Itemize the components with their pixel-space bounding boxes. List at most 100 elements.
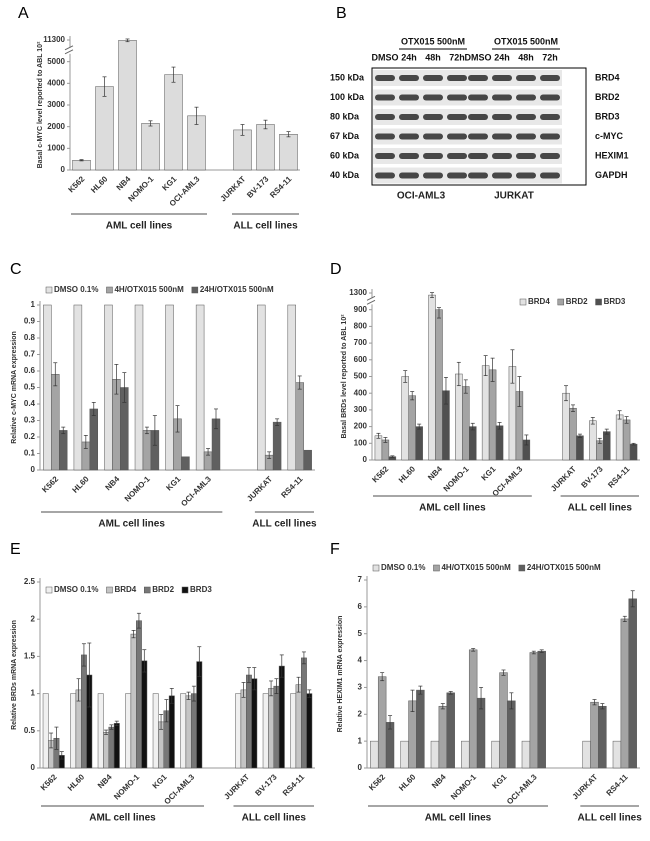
x-tick-label: KG1: [164, 474, 182, 492]
x-tick-label: K562: [367, 772, 387, 792]
error-bar: [624, 416, 629, 424]
error-bar: [296, 676, 301, 693]
x-tick-label: KG1: [490, 772, 508, 790]
bar: [59, 430, 68, 471]
y-tick-label: 1: [31, 689, 36, 698]
bar: [590, 701, 599, 769]
y-tick-label: 100: [354, 438, 368, 447]
group-label: AML cell lines: [425, 813, 492, 824]
error-bar: [463, 379, 468, 394]
blot-strip: [373, 167, 469, 184]
legend-swatch: [144, 586, 151, 594]
bar: [75, 689, 82, 769]
bar: [301, 657, 307, 769]
error-bar: [275, 418, 280, 426]
error-bar: [622, 615, 627, 622]
cell-line-label: JURKAT: [494, 191, 534, 202]
error-bar: [471, 648, 476, 652]
x-tick-label: K562: [67, 174, 87, 194]
x-tick-label: OCI-AML3: [162, 772, 196, 806]
y-tick-label: 0.2: [24, 432, 36, 441]
y-tick-label: 0: [363, 455, 368, 464]
bar: [491, 740, 500, 769]
error-bar: [410, 391, 415, 401]
error-bar: [267, 451, 272, 459]
bar: [596, 440, 604, 461]
x-tick-label: RS4-11: [606, 464, 632, 490]
y-tick-label: 0.3: [24, 416, 36, 425]
bar: [430, 740, 440, 769]
bar: [73, 304, 83, 471]
error-bar: [592, 699, 597, 706]
band: [468, 75, 488, 81]
axis-break: [366, 299, 376, 305]
y-tick-label: 300: [354, 405, 368, 414]
band: [423, 94, 443, 101]
group-label: AML cell lines: [98, 519, 165, 530]
bar: [401, 376, 409, 461]
x-tick-label: NB4: [430, 772, 448, 790]
error-bar: [597, 437, 602, 444]
band: [447, 114, 467, 120]
error-bar: [194, 106, 199, 125]
x-tick-label: RS4-11: [605, 772, 631, 798]
band: [375, 94, 395, 101]
error-bar: [104, 729, 109, 735]
bar: [278, 665, 285, 769]
treatment-header: OTX015 500nM: [401, 36, 465, 46]
x-tick-label: NOMO-1: [449, 772, 478, 801]
legend-swatch: [519, 298, 527, 306]
error-bar: [380, 672, 385, 682]
group-label: ALL cell lines: [242, 813, 307, 824]
band: [447, 94, 467, 101]
band: [468, 114, 488, 120]
error-bar: [440, 703, 445, 710]
bar: [603, 431, 611, 461]
y-tick-label: 7: [358, 575, 363, 584]
bar: [481, 365, 490, 461]
band: [423, 153, 443, 159]
bar: [455, 373, 463, 461]
error-bar: [517, 376, 522, 407]
y-tick-label: 4000: [47, 78, 65, 87]
panel-letter: B: [336, 5, 347, 22]
bar: [598, 705, 607, 769]
band: [423, 75, 443, 81]
x-tick-label: NOMO-1: [442, 464, 471, 493]
bar: [256, 124, 275, 171]
error-bar: [483, 355, 488, 377]
y-tick-label: 3: [358, 683, 363, 692]
x-tick-label: NB4: [115, 174, 133, 192]
error-bar: [102, 76, 107, 97]
error-bar: [54, 726, 59, 750]
bar: [279, 134, 298, 171]
band: [492, 75, 512, 81]
band: [516, 172, 536, 179]
panel-letter: E: [10, 541, 21, 558]
y-tick-label: 900: [354, 305, 368, 314]
error-bar: [197, 646, 202, 677]
group-label: ALL cell lines: [233, 221, 298, 232]
bar: [273, 685, 280, 769]
y-tick-label: 2.5: [24, 577, 36, 586]
legend-swatch: [45, 586, 53, 594]
band: [540, 172, 560, 179]
bar: [435, 309, 443, 461]
y-tick-label: 5: [358, 629, 363, 638]
group-label: AML cell lines: [106, 221, 173, 232]
bar: [408, 395, 416, 461]
error-bar: [286, 131, 291, 138]
protein-label: BRD4: [595, 72, 620, 82]
band: [516, 75, 536, 81]
panel-letter: F: [330, 541, 340, 558]
bar: [521, 740, 531, 769]
lane-label: 72h: [449, 52, 465, 62]
bar: [262, 693, 269, 769]
band: [492, 172, 512, 179]
band: [399, 133, 419, 140]
error-bar: [152, 415, 157, 446]
error-bar: [114, 720, 119, 726]
bar: [612, 740, 622, 769]
size-label: 100 kDa: [330, 92, 365, 102]
bar: [569, 407, 577, 461]
